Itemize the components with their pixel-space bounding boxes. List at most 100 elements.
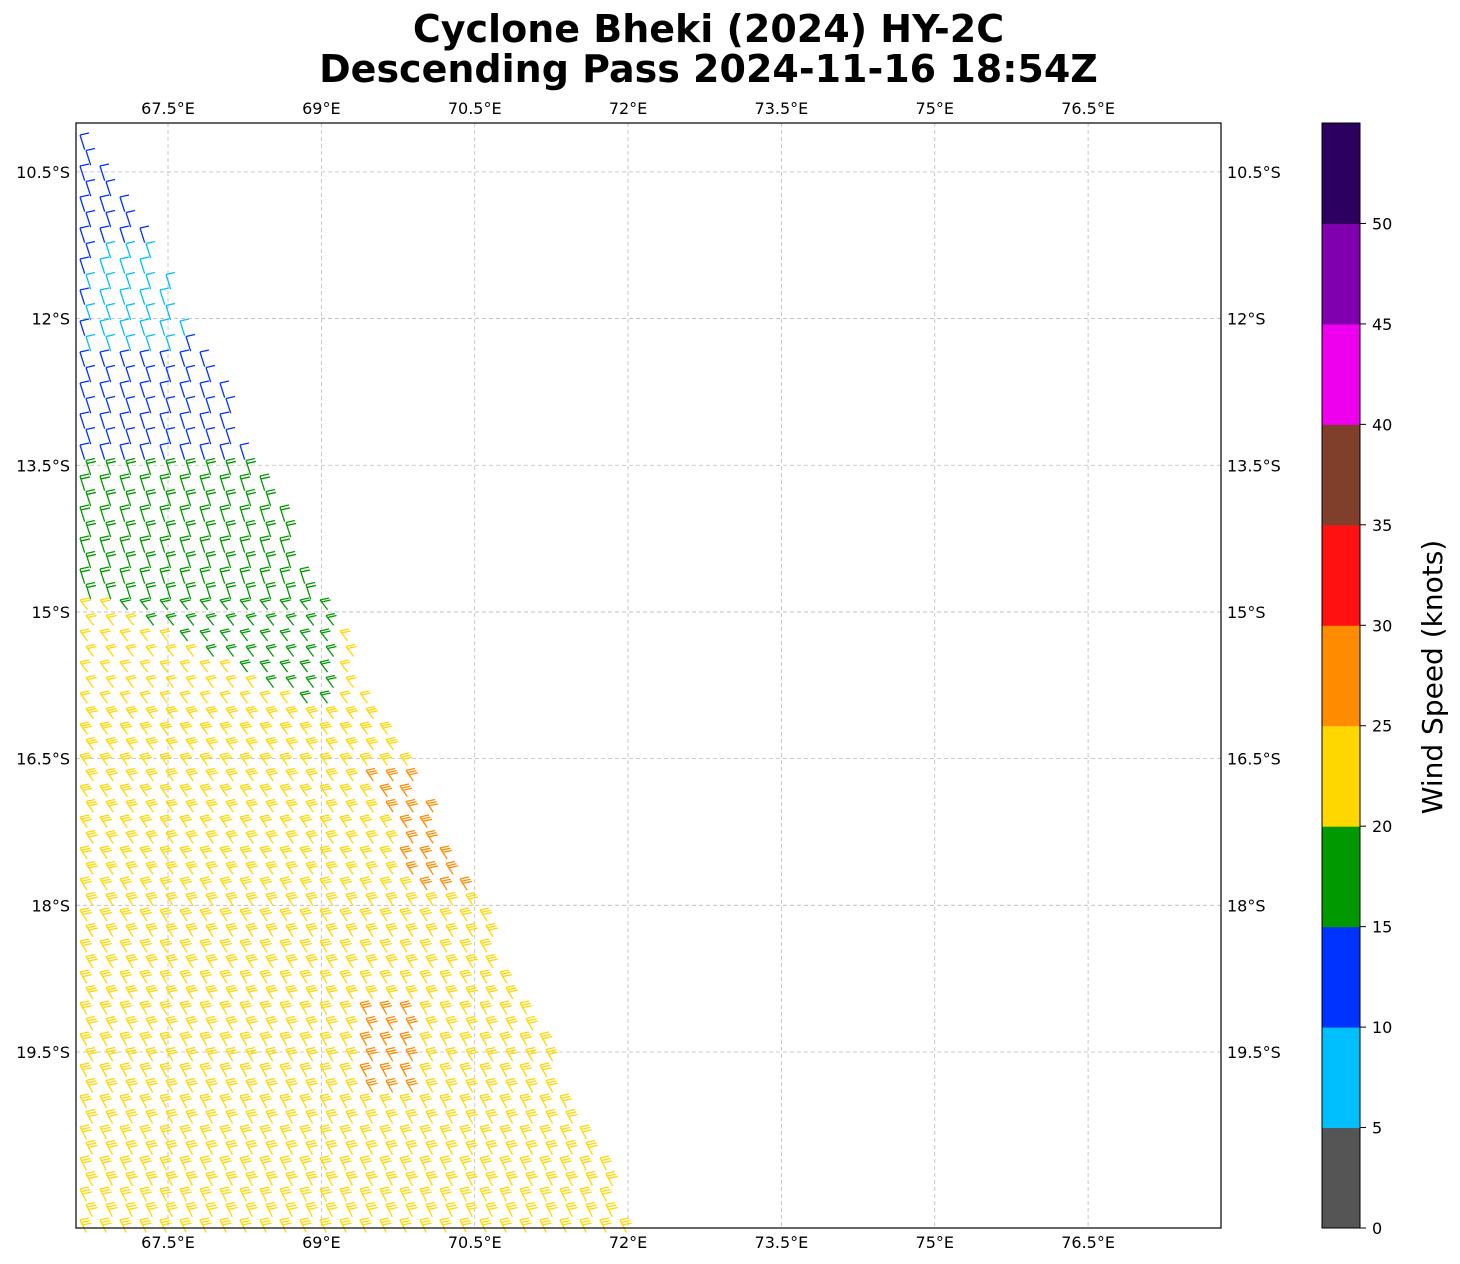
wind-barb: [399, 1062, 412, 1078]
wind-barb: [219, 814, 233, 829]
wind-barb: [305, 798, 319, 813]
wind-barb: [245, 643, 257, 657]
lon-tick-label-bottom: 70.5°E: [448, 1233, 502, 1252]
wind-barb: [365, 767, 379, 782]
wind-barb: [259, 1217, 272, 1233]
wind-barb: [125, 1077, 138, 1093]
wind-barb: [279, 969, 292, 984]
wind-barb: [179, 907, 192, 922]
wind-barb: [79, 1093, 92, 1109]
wind-barb: [325, 767, 339, 782]
wind-barb: [405, 1201, 418, 1218]
wind-barb: [599, 1186, 612, 1202]
wind-barb: [605, 1201, 618, 1218]
wind-barb: [205, 798, 219, 813]
wind-barb: [79, 1186, 92, 1202]
wind-barb: [119, 814, 133, 829]
wind-barb: [105, 860, 118, 875]
wind-barb: [419, 1217, 432, 1233]
wind-barb: [225, 1201, 238, 1218]
wind-barb: [259, 504, 271, 522]
wind-barb: [479, 1062, 492, 1078]
wind-barb: [199, 907, 212, 922]
wind-barb: [179, 814, 193, 829]
wind-barb: [79, 473, 91, 491]
wind-barb: [165, 488, 177, 507]
wind-barb: [339, 938, 352, 953]
wind-barb: [325, 1108, 338, 1124]
wind-barb: [385, 1015, 398, 1031]
wind-barb: [159, 752, 173, 766]
wind-barb: [359, 1217, 372, 1233]
wind-barb: [259, 628, 271, 642]
wind-barb: [119, 628, 131, 642]
wind-barb: [159, 349, 170, 367]
wind-barb: [139, 814, 153, 829]
wind-barb: [379, 721, 393, 735]
wind-barb: [185, 1015, 198, 1031]
colorbar: 0 5 10 15 20 25 30 35 40 45 50: [1321, 122, 1392, 1238]
lon-tick-label-bottom: 73.5°E: [755, 1233, 809, 1252]
wind-barb: [405, 1108, 418, 1124]
wind-barb: [185, 1108, 198, 1124]
wind-barb: [205, 519, 217, 538]
wind-barb: [185, 1077, 198, 1093]
colorbar-tick-label: 5: [1372, 1119, 1382, 1138]
wind-barb: [399, 845, 413, 860]
wind-barb: [385, 1077, 398, 1093]
wind-barb: [565, 1108, 578, 1124]
wind-barb: [345, 922, 358, 938]
wind-barb: [119, 659, 131, 673]
wind-barb: [239, 1000, 252, 1015]
wind-barb: [79, 690, 91, 704]
wind-barb: [299, 721, 313, 735]
wind-barb: [359, 1124, 372, 1140]
wind-barb: [279, 721, 293, 735]
wind-barb: [399, 1000, 412, 1015]
wind-barb: [419, 814, 433, 829]
wind-barb: [185, 364, 196, 383]
wind-barb: [559, 1186, 572, 1202]
wind-barb: [339, 659, 351, 673]
wind-barb: [365, 922, 378, 938]
wind-barb: [605, 1170, 618, 1187]
wind-barb: [259, 535, 271, 553]
wind-barb: [85, 1170, 98, 1187]
wind-barb: [219, 1093, 232, 1109]
wind-barb: [265, 829, 279, 844]
wind-barb: [345, 1046, 358, 1062]
wind-barb: [345, 984, 358, 1000]
wind-barb: [379, 969, 392, 984]
wind-barb: [99, 1186, 112, 1202]
wind-barb: [125, 860, 138, 875]
wind-barb: [419, 1186, 432, 1202]
wind-barb: [239, 1155, 252, 1171]
wind-barb: [345, 891, 358, 906]
wind-barb: [265, 1077, 278, 1093]
wind-barb: [79, 752, 93, 766]
wind-barb: [179, 1062, 192, 1078]
wind-barb: [205, 426, 216, 445]
wind-barb: [199, 473, 211, 491]
wind-barb: [119, 1124, 132, 1140]
wind-barb: [139, 876, 152, 891]
wind-barb: [225, 674, 237, 689]
wind-barb: [79, 535, 91, 553]
wind-barb: [239, 876, 252, 891]
lat-tick-label-left: 18°S: [31, 896, 70, 915]
wind-barb: [85, 736, 99, 751]
wind-barb: [99, 1217, 112, 1233]
wind-barb: [185, 922, 198, 938]
wind-barb: [279, 814, 293, 829]
wind-barb: [125, 519, 137, 538]
wind-barb: [379, 814, 393, 829]
wind-barb: [145, 395, 156, 414]
wind-barb: [479, 1186, 492, 1202]
lat-tick-label-right: 15°S: [1227, 603, 1266, 622]
wind-barb: [305, 581, 317, 600]
wind-barb: [159, 876, 172, 891]
wind-barb: [359, 1155, 372, 1171]
colorbar-tick-label: 15: [1372, 918, 1392, 937]
wind-barb: [445, 891, 458, 906]
wind-barb: [199, 566, 211, 584]
